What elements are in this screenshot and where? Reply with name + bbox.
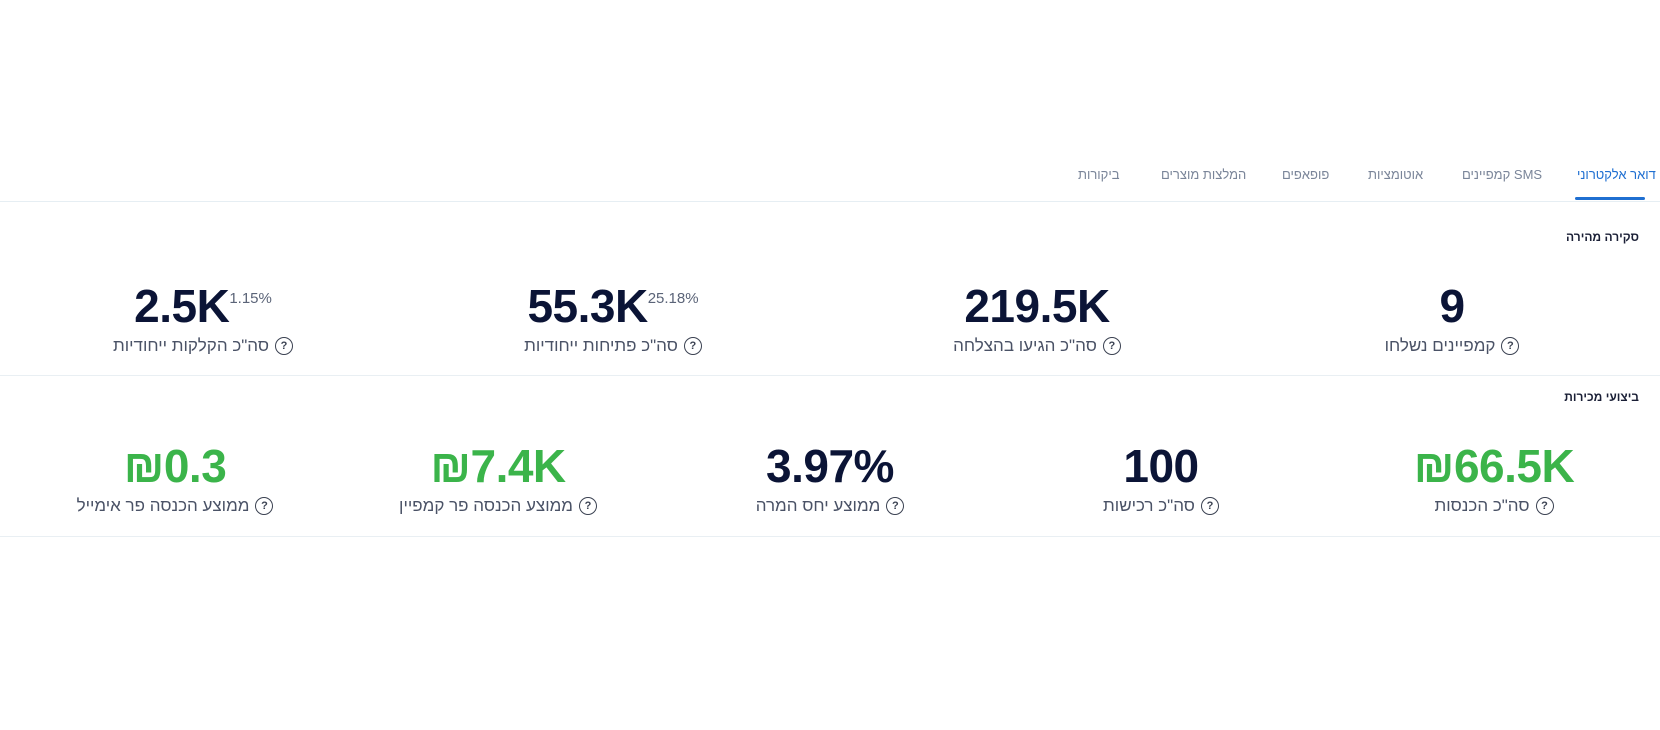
stat-value: 55.3K xyxy=(527,280,648,332)
stat-label: ממוצע הכנסה פר אימייל xyxy=(76,496,250,515)
stat-label: סה"כ רכישות xyxy=(1103,496,1195,515)
stat-total-purchases: 100 ? סה"כ רכישות xyxy=(1061,440,1261,516)
help-icon[interactable]: ? xyxy=(886,497,905,515)
stat-label: ממוצע הכנסה פר קמפיין xyxy=(399,496,573,515)
stat-value: ₪66.5K xyxy=(1413,440,1575,492)
stat-total-delivered: 219.5K ? סה"כ הגיעו בהצלחה xyxy=(927,280,1147,356)
active-tab-indicator xyxy=(1575,197,1645,200)
stat-avg-revenue-per-campaign: ₪7.4K ? ממוצע הכנסה פר קמפיין xyxy=(378,440,618,516)
tab-sms-campaigns[interactable]: קמפיינים SMS xyxy=(1462,167,1543,182)
stat-value: 2.5K xyxy=(134,280,230,332)
sales-performance-title: ביצועי מכירות xyxy=(1564,390,1639,404)
help-icon[interactable]: ? xyxy=(275,337,294,355)
stat-label: סה"כ הכנסות xyxy=(1434,496,1530,515)
tab-product-recommendations[interactable]: המלצות מוצרים xyxy=(1161,167,1247,182)
help-icon[interactable]: ? xyxy=(1102,337,1121,355)
help-icon[interactable]: ? xyxy=(255,497,274,515)
stat-value: 219.5K xyxy=(964,280,1110,332)
stat-unique-opens: 55.3K 25.18% ? סה"כ פתיחות ייחודיות xyxy=(493,280,733,356)
stat-label: ממוצע יחס המרה xyxy=(755,496,881,515)
help-icon[interactable]: ? xyxy=(1501,337,1520,355)
stat-value: 9 xyxy=(1439,280,1465,332)
tab-email[interactable]: דואר אלקטרוני xyxy=(1577,167,1656,182)
stat-label: קמפיינים נשלחו xyxy=(1384,336,1496,355)
section-divider xyxy=(0,536,1660,537)
help-icon[interactable]: ? xyxy=(1535,497,1554,515)
stat-percentage: 25.18% xyxy=(647,290,699,307)
stat-value: 100 xyxy=(1123,440,1199,492)
tab-automations[interactable]: אוטומציות xyxy=(1368,167,1424,182)
stat-value: ₪0.3 xyxy=(123,440,227,492)
stat-label: סה"כ הגיעו בהצלחה xyxy=(953,336,1097,355)
stat-avg-conversion-rate: 3.97% ? ממוצע יחס המרה xyxy=(720,440,940,516)
tab-popups[interactable]: פופאפים xyxy=(1282,167,1330,182)
stat-label: סה"כ פתיחות ייחודיות xyxy=(524,336,678,355)
stat-avg-revenue-per-email: ₪0.3 ? ממוצע הכנסה פר אימייל xyxy=(55,440,295,516)
quick-overview-title: סקירה מהירה xyxy=(1566,230,1639,244)
help-icon[interactable]: ? xyxy=(683,337,702,355)
stat-percentage: 1.15% xyxy=(229,290,272,307)
stat-campaigns-sent: 9 ? קמפיינים נשלחו xyxy=(1352,280,1552,356)
tab-reviews[interactable]: ביקורות xyxy=(1078,167,1120,182)
stat-value: 3.97% xyxy=(766,440,894,492)
stat-label: סה"כ הקלקות ייחודיות xyxy=(112,336,270,355)
stat-unique-clicks: 2.5K 1.15% ? סה"כ הקלקות ייחודיות xyxy=(83,280,323,356)
stat-value: ₪7.4K xyxy=(430,440,566,492)
help-icon[interactable]: ? xyxy=(1200,497,1219,515)
help-icon[interactable]: ? xyxy=(578,497,597,515)
section-divider xyxy=(0,375,1660,376)
stat-total-revenue: ₪66.5K ? סה"כ הכנסות xyxy=(1374,440,1614,516)
channel-tabs: דואר אלקטרוני קמפיינים SMS אוטומציות פופ… xyxy=(0,150,1660,202)
